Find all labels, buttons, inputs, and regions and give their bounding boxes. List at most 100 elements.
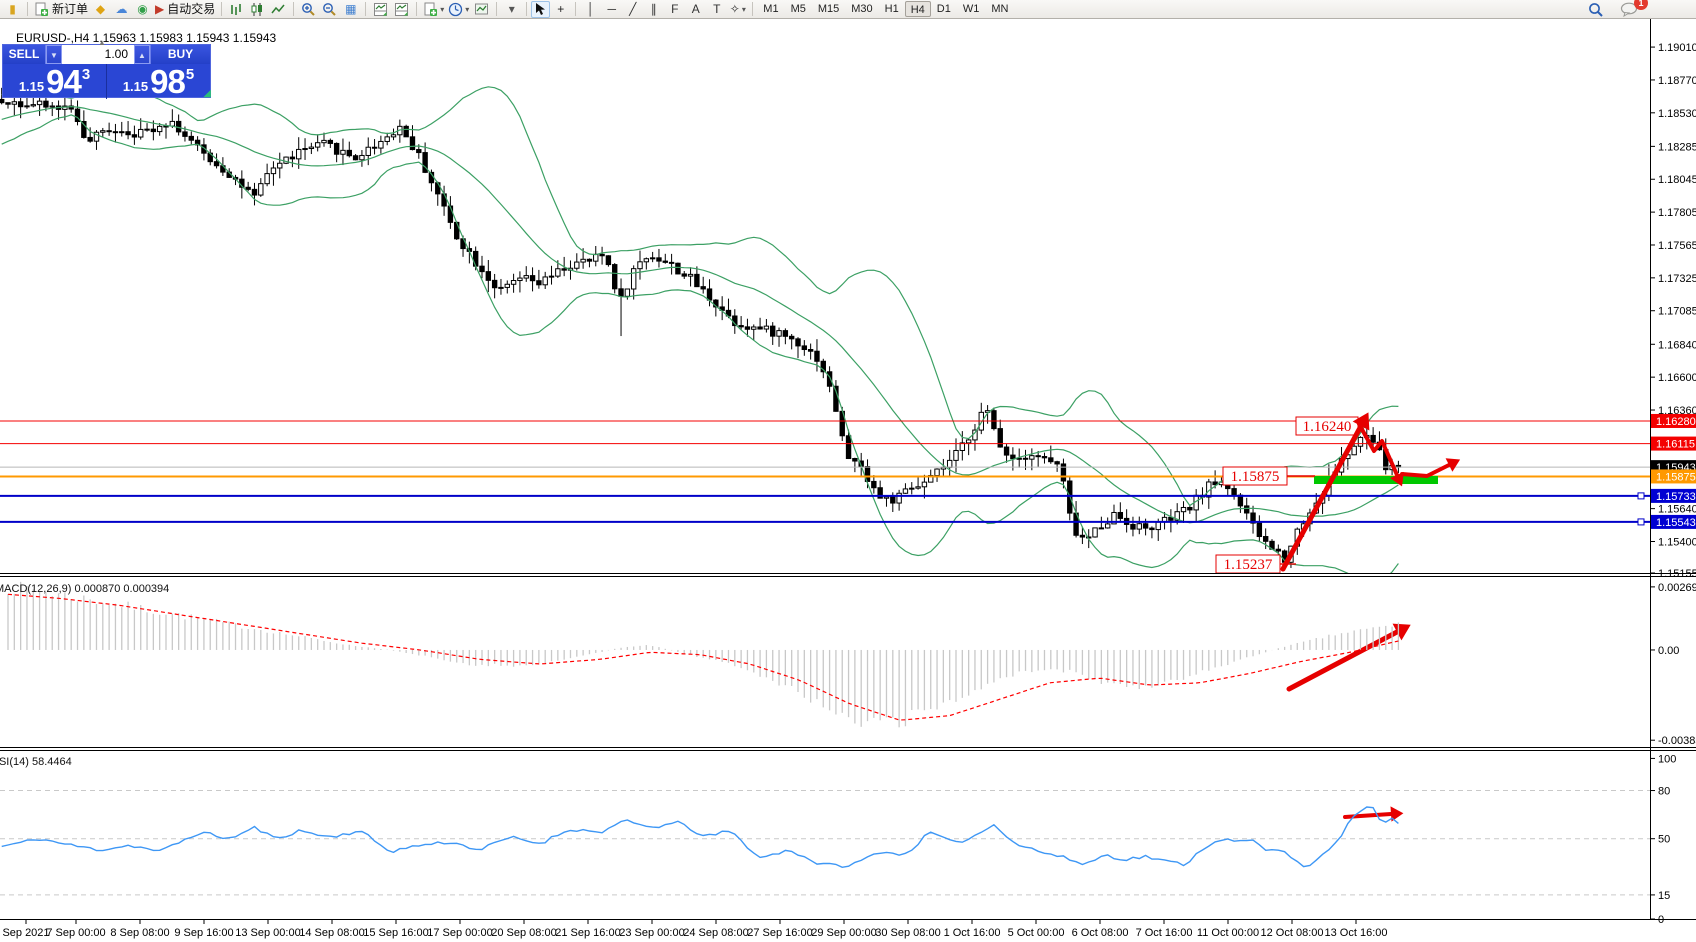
candle-bearish (150, 128, 157, 133)
price-label-text: 1.15237 (1224, 557, 1273, 573)
volume-increase-button[interactable]: ▲ (134, 45, 150, 64)
pullback-arrow[interactable] (1357, 422, 1399, 477)
line-chart-icon[interactable] (268, 1, 289, 18)
panel-collapse-icon[interactable]: ▲ (98, 38, 106, 47)
period-icon-dropdown[interactable]: ▾ (465, 4, 470, 14)
candle-bearish (1041, 456, 1048, 459)
community-icon[interactable]: ☁ (115, 1, 128, 16)
candle-bearish (1231, 488, 1237, 496)
timeframe-button-d1[interactable]: D1 (936, 3, 951, 15)
timeframe-button-m5[interactable]: M5 (790, 3, 806, 15)
candle-bullish (30, 104, 36, 107)
clipped-icon[interactable]: ▮ (9, 1, 16, 16)
tile-windows-icon[interactable]: ▦ (345, 1, 357, 16)
channel-icon[interactable]: ∥ (650, 1, 657, 16)
candle-bullish (308, 146, 315, 150)
gold-icon[interactable]: ◆ (95, 1, 106, 16)
toolbar-separator (27, 2, 28, 16)
volume-input[interactable]: 1.00 (62, 45, 134, 64)
bollinger-upper-band (1, 85, 1399, 507)
candle-bearish (1079, 534, 1086, 538)
candle-bullish (36, 100, 43, 106)
candlestick-chart-icon[interactable] (247, 1, 268, 18)
hline-drag-handle[interactable] (1637, 518, 1645, 526)
candle-bearish (403, 125, 409, 138)
price-tick-label: 1.17805 (1658, 207, 1696, 219)
buy-button[interactable]: BUY (150, 45, 210, 64)
candle-bullish (1092, 527, 1098, 538)
price-tick-label: 1.18770 (1658, 75, 1696, 87)
candle-bearish (675, 262, 681, 275)
rsi-flat-arrow[interactable] (1343, 812, 1393, 819)
zoom-in-icon[interactable] (298, 1, 319, 18)
text-icon[interactable]: A (691, 1, 700, 16)
auto-scroll-icon[interactable] (370, 1, 391, 18)
candle-bearish (125, 131, 131, 136)
candle-bearish (491, 279, 498, 289)
candle-bullish (548, 275, 555, 278)
price-label-text: 1.16240 (1303, 419, 1352, 435)
period-icon[interactable]: ▾ (446, 1, 471, 18)
candle-bearish (991, 410, 997, 430)
template-icon[interactable] (471, 1, 492, 18)
candle-bearish (1048, 457, 1054, 463)
shapes-icon[interactable]: ✧ ▾ (729, 1, 746, 16)
candle-bullish (302, 148, 308, 151)
candle-bearish (997, 428, 1003, 448)
fibonacci-icon[interactable]: F (671, 1, 679, 16)
new-order-button[interactable]: 新订单 (32, 1, 90, 18)
time-label: 9 Sep 16:00 (174, 927, 233, 939)
candle-bearish (17, 101, 24, 108)
rsi-tick-label: 0 (1658, 914, 1664, 926)
timeframe-button-h1[interactable]: H1 (884, 3, 899, 15)
text-label-icon[interactable]: T (713, 1, 721, 16)
candle-bearish (119, 131, 125, 134)
support-zone-highlight[interactable] (1314, 476, 1438, 484)
rsi-tick-label: 80 (1658, 786, 1670, 798)
add-indicator-icon-dropdown[interactable]: ▾ (440, 4, 445, 14)
messages-icon[interactable]: 1 (1618, 0, 1648, 18)
add-indicator-icon[interactable]: ▾ (421, 1, 446, 18)
price-tag (1651, 488, 1696, 503)
price-tick-label: 1.16840 (1658, 339, 1696, 351)
buy-price[interactable]: 1.15 98 5 (106, 64, 210, 99)
impulse-up-arrow[interactable] (1280, 423, 1364, 572)
hline-drag-handle[interactable] (1637, 492, 1645, 500)
candle-bullish (643, 258, 650, 263)
timeframe-button-m1[interactable]: M1 (763, 3, 779, 15)
bounce-right-arrow[interactable] (1400, 463, 1451, 478)
crosshair-icon[interactable]: + (557, 1, 565, 16)
price-tag (1651, 436, 1696, 451)
timeframe-button-m30[interactable]: M30 (851, 3, 873, 15)
timeframe-button-w1[interactable]: W1 (962, 3, 980, 15)
vertical-line-icon[interactable]: │ (587, 1, 595, 16)
horizontal-line-icon[interactable]: ─ (607, 1, 617, 16)
timeframe-button-mn[interactable]: MN (991, 3, 1009, 15)
candle-bearish (536, 280, 542, 286)
price-tag-label: 1.15543 (1656, 517, 1696, 529)
toolbar-separator (416, 2, 418, 16)
shapes-icon-dropdown[interactable]: ▾ (741, 4, 746, 14)
toolbar-overflow-caret[interactable]: ▾ (508, 1, 515, 16)
timeframe-button-m15[interactable]: M15 (817, 3, 840, 15)
trendline-icon[interactable]: ╱ (629, 1, 637, 16)
search-icon[interactable] (1585, 1, 1606, 18)
sell-price[interactable]: 1.15 94 3 (3, 64, 106, 99)
timeframe-button-h4[interactable]: H4 (904, 1, 931, 17)
sell-button[interactable]: SELL (3, 45, 46, 64)
autotrade-button[interactable]: ▶ 自动交易 (155, 1, 216, 16)
candle-bearish (681, 273, 687, 277)
macd-up-arrow[interactable] (1286, 629, 1400, 692)
panel-resize-icon[interactable]: ◢ (203, 88, 211, 99)
price-tick-label: 1.18285 (1658, 141, 1696, 153)
bar-chart-icon[interactable] (226, 1, 247, 18)
candle-bearish (1168, 516, 1174, 521)
cursor-icon[interactable] (531, 0, 551, 18)
zoom-out-icon[interactable] (319, 1, 340, 18)
candle-bullish (630, 268, 637, 290)
volume-decrease-button[interactable]: ▼ (46, 45, 62, 64)
signal-icon[interactable]: ◉ (137, 1, 148, 16)
candle-bullish (1104, 523, 1111, 529)
chart-shift-icon[interactable] (391, 1, 412, 18)
